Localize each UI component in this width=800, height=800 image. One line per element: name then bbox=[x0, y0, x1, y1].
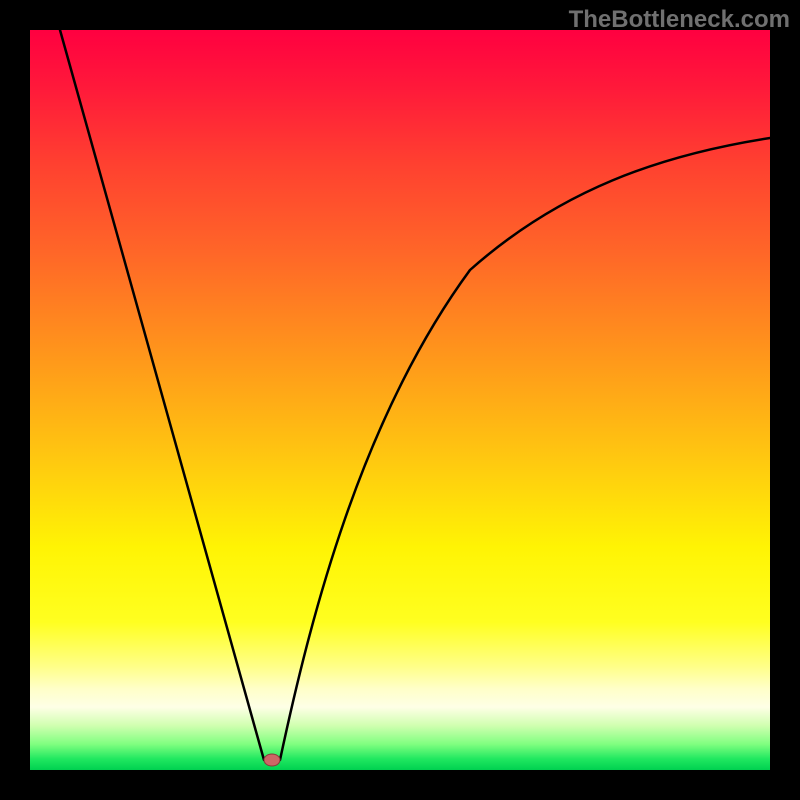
watermark-text: TheBottleneck.com bbox=[569, 6, 790, 34]
plot-background bbox=[30, 30, 770, 770]
chart-container: TheBottleneck.com bbox=[0, 0, 800, 800]
bottleneck-chart bbox=[0, 0, 800, 800]
minimum-marker bbox=[264, 754, 280, 766]
